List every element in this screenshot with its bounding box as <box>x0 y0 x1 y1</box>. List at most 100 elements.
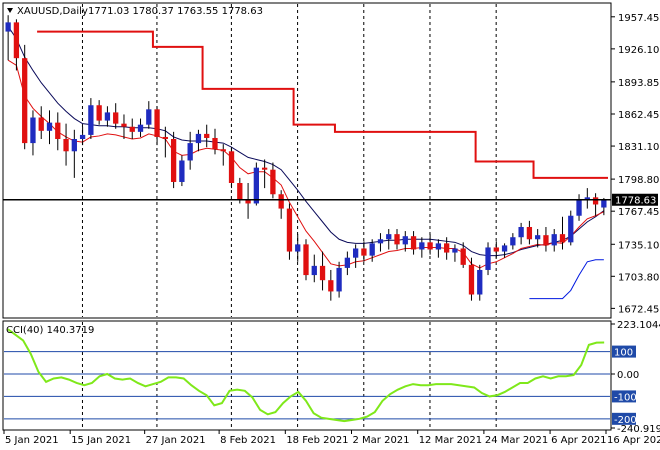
candle-body <box>427 242 433 250</box>
price-tick-label: 1735.10 <box>618 240 659 251</box>
candle-body <box>328 280 334 292</box>
bull-candle <box>344 251 351 276</box>
bull-candle <box>452 244 458 262</box>
bull-candle <box>576 194 582 221</box>
candle-body <box>30 117 36 144</box>
bull-candle <box>551 229 557 252</box>
candle-body <box>402 236 408 245</box>
candlesticks <box>5 15 607 301</box>
bull-candle <box>386 229 392 250</box>
bear-candle <box>212 128 218 155</box>
candle-body <box>113 112 119 124</box>
bull-candle <box>369 239 375 262</box>
candle-body <box>311 265 317 276</box>
candle-body <box>129 126 135 132</box>
bull-candle <box>377 233 384 252</box>
price-tick-label: 1798.80 <box>618 175 659 186</box>
bear-candle <box>319 251 326 291</box>
support-line <box>529 259 604 300</box>
candle-body <box>253 167 260 204</box>
candle-body <box>261 167 268 170</box>
time-tick-label: 27 Jan 2021 <box>146 435 206 446</box>
bull-candle <box>104 106 111 127</box>
bear-candle <box>228 147 235 189</box>
bull-candle <box>402 231 408 252</box>
bear-candle <box>444 237 450 260</box>
bear-candle <box>96 100 102 125</box>
candle-body <box>477 269 483 295</box>
price-tick-label: 1957.45 <box>618 13 659 24</box>
bear-candle <box>592 193 599 216</box>
candle-body <box>386 234 392 240</box>
cci-tick-label: -100 <box>614 392 637 403</box>
cci-tick-label: 223.1044 <box>617 320 660 331</box>
cci-panel <box>2 320 612 431</box>
candle-body <box>38 117 44 131</box>
bear-candle <box>361 241 367 262</box>
bull-candle <box>88 98 94 140</box>
candle-body <box>13 22 20 59</box>
cci-level-tag <box>612 390 636 403</box>
candle-body <box>592 197 599 205</box>
candle-body <box>535 235 541 240</box>
time-tick-label: 6 Apr 2021 <box>551 435 606 446</box>
bull-candle <box>352 244 359 268</box>
candle-body <box>526 226 533 240</box>
candle-body <box>344 257 351 268</box>
candle-body <box>352 248 359 258</box>
candle-body <box>286 208 293 252</box>
candle-body <box>204 133 210 138</box>
bear-candle <box>245 182 251 219</box>
bear-candle <box>261 159 268 189</box>
bear-candle <box>220 144 226 166</box>
price-tick-label: 1831.10 <box>618 142 659 153</box>
candle-body <box>303 244 309 276</box>
collapse-triangle-icon[interactable] <box>7 8 13 13</box>
bull-candle <box>535 229 541 248</box>
candle-body <box>270 169 276 195</box>
bull-candle <box>195 129 202 152</box>
bull-candle <box>311 254 317 283</box>
candle-body <box>601 199 607 208</box>
candle-body <box>543 235 549 246</box>
candle-body <box>493 247 499 252</box>
candle-body <box>460 248 466 265</box>
upper-envelope-path <box>37 30 608 179</box>
support-path <box>529 259 604 300</box>
candle-body <box>228 151 235 183</box>
candle-body <box>46 122 53 131</box>
bear-candle <box>154 106 160 146</box>
bear-candle <box>460 242 466 268</box>
ohlc-values: 1771.03 1780.37 1763.55 1778.63 <box>88 6 263 17</box>
price-tag <box>612 193 658 206</box>
candle-body <box>576 200 582 216</box>
candle-body <box>369 243 375 256</box>
candle-body <box>96 105 102 121</box>
cci-tick-label: -200 <box>614 415 637 426</box>
price-tag-label: 1778.63 <box>615 196 656 207</box>
price-tick-label: 1893.85 <box>618 78 659 89</box>
cci-level-tag <box>612 345 636 358</box>
bear-candle <box>468 257 475 301</box>
time-tick-label: 8 Feb 2021 <box>220 435 276 446</box>
bull-candle <box>5 15 11 61</box>
bull-candle <box>46 110 53 145</box>
candle-body <box>551 234 557 246</box>
time-tick-label: 12 Mar 2021 <box>419 435 482 446</box>
bull-candle <box>30 110 36 156</box>
candle-body <box>394 234 400 245</box>
candle-body <box>55 122 61 140</box>
bear-candle <box>204 124 210 148</box>
candle-body <box>468 264 475 295</box>
bull-candle <box>146 101 152 129</box>
bull-candle <box>419 237 425 258</box>
candle-body <box>170 139 177 182</box>
candle-body <box>187 143 193 161</box>
candle-body <box>444 243 450 253</box>
time-tick-label: 5 Jan 2021 <box>5 435 59 446</box>
bear-candle <box>13 19 20 71</box>
bear-candle <box>559 216 566 250</box>
candle-body <box>510 237 516 246</box>
time-axis: 5 Jan 2021 15 Jan 2021 27 Jan 2021 8 Feb 20… <box>3 430 660 446</box>
